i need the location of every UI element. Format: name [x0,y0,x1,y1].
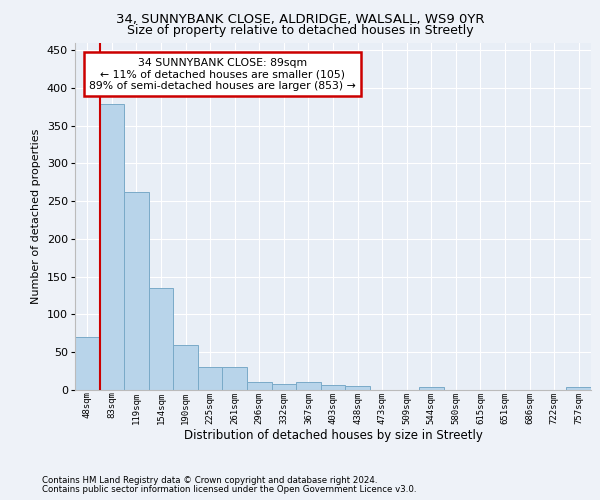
Bar [223,368,247,390]
Bar [566,387,591,390]
Text: 34 SUNNYBANK CLOSE: 89sqm
← 11% of detached houses are smaller (105)
89% of semi: 34 SUNNYBANK CLOSE: 89sqm ← 11% of detac… [89,58,356,91]
Text: Size of property relative to detached houses in Streetly: Size of property relative to detached ho… [127,24,473,37]
Bar [198,368,223,390]
Bar [345,386,370,390]
Bar [419,387,443,390]
Bar [75,337,100,390]
Bar [321,386,345,390]
Bar [272,384,296,390]
Text: Distribution of detached houses by size in Streetly: Distribution of detached houses by size … [184,430,482,442]
Bar [247,382,272,390]
Bar [100,104,124,390]
Bar [149,288,173,390]
Bar [173,346,198,390]
Text: Contains public sector information licensed under the Open Government Licence v3: Contains public sector information licen… [42,484,416,494]
Bar [296,382,321,390]
Y-axis label: Number of detached properties: Number of detached properties [31,128,41,304]
Bar [124,192,149,390]
Text: Contains HM Land Registry data © Crown copyright and database right 2024.: Contains HM Land Registry data © Crown c… [42,476,377,485]
Text: 34, SUNNYBANK CLOSE, ALDRIDGE, WALSALL, WS9 0YR: 34, SUNNYBANK CLOSE, ALDRIDGE, WALSALL, … [116,12,484,26]
